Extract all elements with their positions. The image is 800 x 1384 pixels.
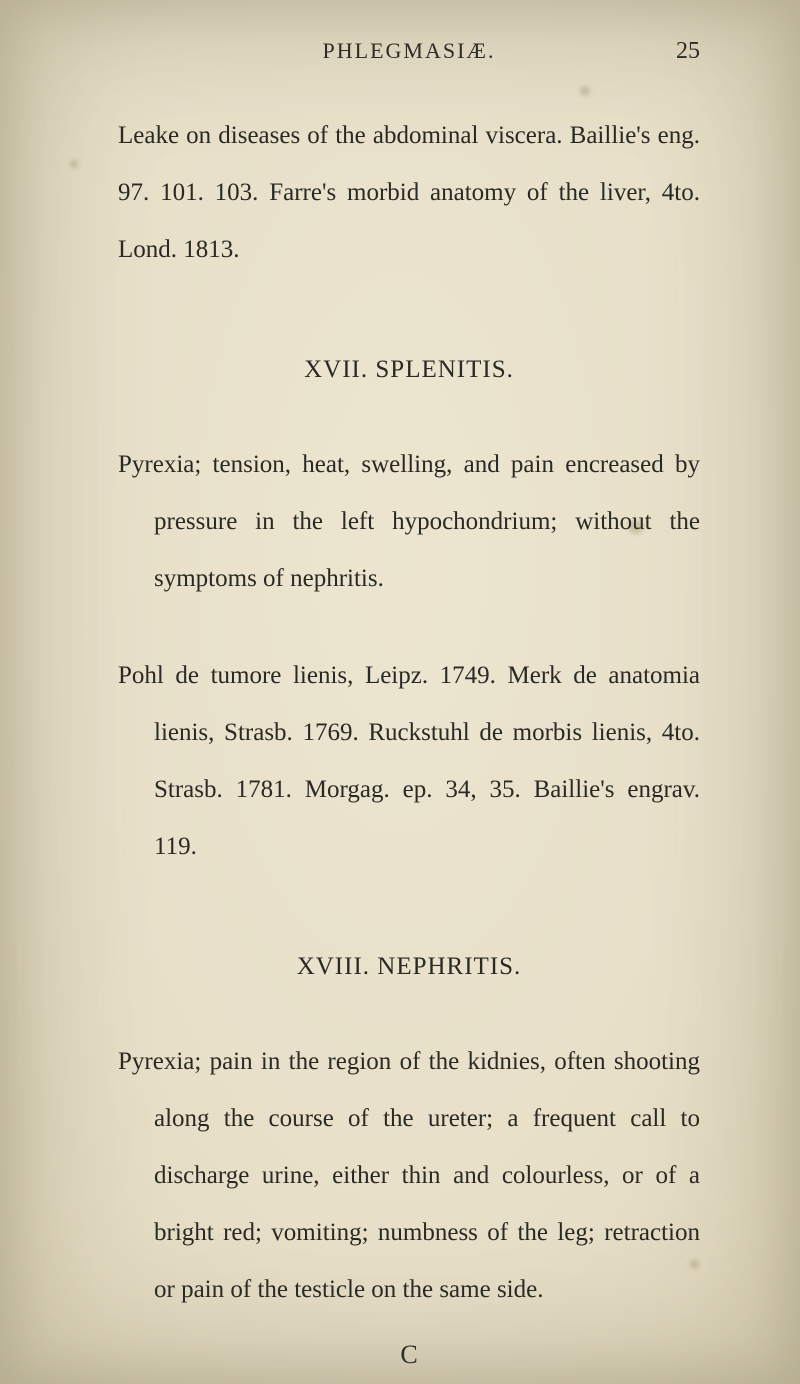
page: PHLEGMASIÆ. 25 Leake on diseases of the … (0, 0, 800, 1384)
section-heading-xviii: XVIII. NEPHRITIS. (118, 953, 700, 981)
running-head: PHLEGMASIÆ. (158, 38, 660, 64)
definition-xviii: Pyrexia; pain in the region of the kidni… (118, 1033, 700, 1318)
foxing-spot (690, 1260, 699, 1269)
definition-xvii: Pyrexia; tension, heat, swelling, and pa… (118, 436, 700, 607)
continuation-paragraph: Leake on diseases of the abdominal visce… (118, 107, 700, 278)
foxing-spot (628, 520, 644, 534)
references-xvii: Pohl de tumore lienis, Leipz. 1749. Merk… (118, 647, 700, 875)
signature-mark: C (118, 1340, 700, 1370)
foxing-spot (70, 160, 78, 168)
section-heading-xvii: XVII. SPLENITIS. (118, 356, 700, 384)
foxing-spot (580, 86, 590, 96)
page-number: 25 (660, 38, 700, 65)
page-header: PHLEGMASIÆ. 25 (118, 38, 700, 65)
